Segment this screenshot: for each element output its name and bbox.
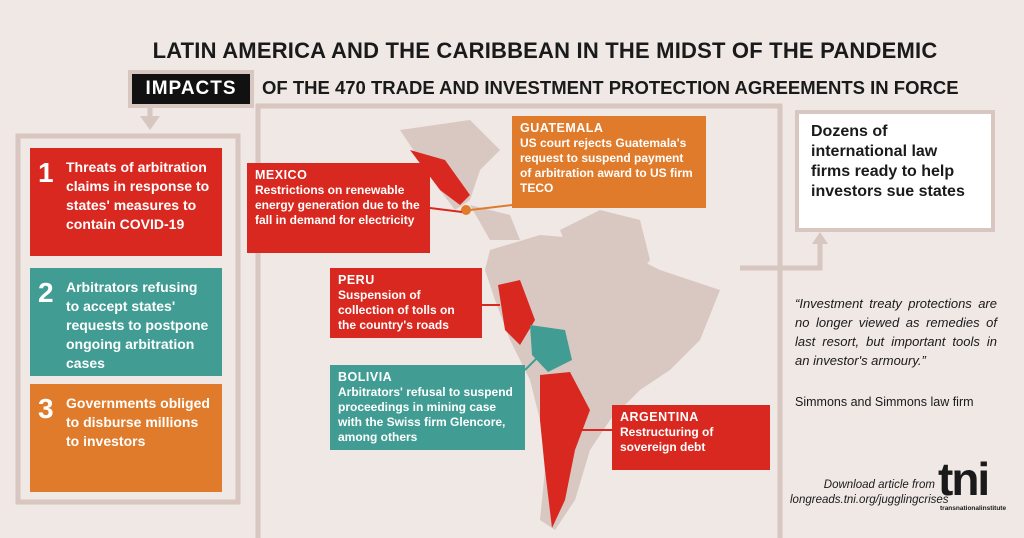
- bolivia: [530, 325, 572, 372]
- impact-text: Threats of arbitration claims in respons…: [66, 159, 210, 232]
- impact-box: 3 Governments obliged to disburse millio…: [30, 384, 222, 492]
- case-country: BOLIVIA: [338, 370, 393, 384]
- connector: [740, 240, 823, 271]
- logo-subtitle: transnationalinstitute: [940, 505, 1007, 512]
- case-box: PERU Suspension of collection of tolls o…: [330, 268, 482, 338]
- case-box: ARGENTINA Restructuring of sovereign deb…: [612, 405, 770, 470]
- download-label: Download article from: [823, 479, 935, 491]
- impact-text: Arbitrators refusing to accept states' r…: [66, 279, 209, 371]
- side-box: Dozens of international law firms ready …: [795, 110, 995, 232]
- quote: “Investment treaty protections are no lo…: [795, 296, 997, 368]
- impact-box: 2 Arbitrators refusing to accept states'…: [30, 268, 222, 376]
- argentina: [540, 372, 590, 528]
- case-text: Restructuring of sovereign debt: [620, 425, 714, 454]
- case-text: US court rejects Guatemala's request to …: [520, 136, 693, 195]
- map-frame: [255, 103, 783, 538]
- title: LATIN AMERICA AND THE CARIBBEAN IN THE M…: [152, 38, 938, 63]
- logo: tni: [938, 453, 990, 505]
- case-country: GUATEMALA: [520, 121, 604, 135]
- subtitle: OF THE 470 TRADE AND INVESTMENT PROTECTI…: [262, 77, 959, 98]
- download: Download article from longreads.tni.org/…: [790, 478, 949, 508]
- quote-source: Simmons and Simmons law firm: [795, 395, 974, 409]
- case-box: MEXICO Restrictions on renewable energy …: [247, 163, 430, 253]
- case-text: Restrictions on renewable energy generat…: [255, 183, 420, 227]
- guatemala: [461, 205, 471, 215]
- arrow: [140, 116, 160, 130]
- arrow: [812, 232, 828, 244]
- impact-number: 3: [38, 393, 54, 424]
- case-box: BOLIVIA Arbitrators' refusal to suspend …: [330, 365, 525, 450]
- impact-text: Governments obliged to disburse millions…: [66, 395, 210, 449]
- case-country: PERU: [338, 273, 375, 287]
- case-text: Arbitrators' refusal to suspend proceedi…: [338, 385, 513, 444]
- case-text: Suspension of collection of tolls on the…: [338, 288, 455, 332]
- peru: [498, 280, 535, 345]
- download-url[interactable]: longreads.tni.org/jugglingcrises: [790, 494, 949, 506]
- case-country: ARGENTINA: [620, 410, 699, 424]
- impact-box: 1 Threats of arbitration claims in respo…: [30, 148, 222, 256]
- impacts-frame: [15, 133, 241, 505]
- impact-number: 1: [38, 157, 54, 188]
- tag: IMPACTS: [128, 70, 254, 108]
- case-box: GUATEMALA US court rejects Guatemala's r…: [512, 116, 706, 208]
- case-country: MEXICO: [255, 168, 308, 182]
- impact-number: 2: [38, 277, 54, 308]
